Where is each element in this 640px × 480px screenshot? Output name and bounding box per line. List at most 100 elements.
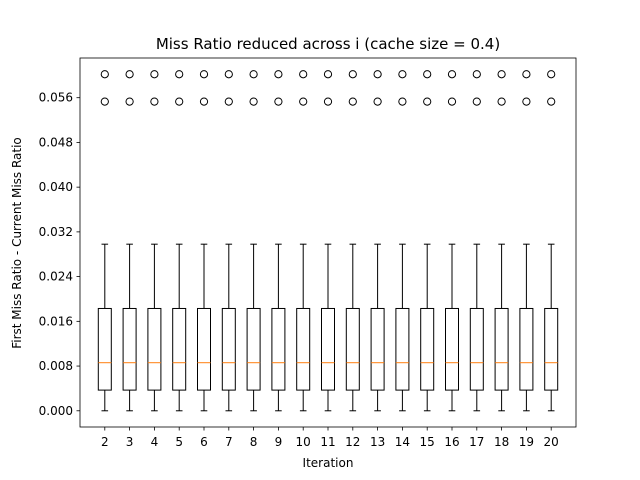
outlier-point <box>274 70 283 79</box>
x-tick-label: 9 <box>275 435 283 449</box>
box-iqr <box>544 307 559 391</box>
box-iqr <box>246 307 261 391</box>
x-tick-label: 3 <box>126 435 134 449</box>
outlier-point <box>150 97 159 106</box>
outlier-point <box>472 70 481 79</box>
x-tick-label: 19 <box>519 435 534 449</box>
x-tick-label: 12 <box>345 435 360 449</box>
outlier-point <box>423 70 432 79</box>
plot-area <box>79 57 577 428</box>
chart-title: Miss Ratio reduced across i (cache size … <box>156 35 500 53</box>
box-group <box>469 70 484 412</box>
box-group <box>246 70 261 412</box>
outlier-point <box>125 97 134 106</box>
x-tick-label: 11 <box>320 435 335 449</box>
box-group <box>519 70 534 412</box>
x-tick-label: 15 <box>420 435 435 449</box>
box-group <box>420 70 435 412</box>
box-group <box>321 70 335 412</box>
box-iqr <box>197 307 211 391</box>
outlier-point <box>224 97 233 106</box>
outlier-point <box>423 97 432 106</box>
box-iqr <box>494 307 509 391</box>
outlier-point <box>150 70 159 79</box>
outlier-point <box>447 97 457 106</box>
x-axis: 2 3 4 5 6 7 8 9 10 11 12 13 14 15 16 17 18 19 20 <box>101 427 559 449</box>
x-tick-label: 16 <box>444 435 459 449</box>
outlier-point <box>299 97 308 106</box>
box-iqr <box>172 307 187 391</box>
box-group <box>97 70 112 412</box>
outlier-point <box>125 70 134 79</box>
box-iqr <box>321 307 335 391</box>
outlier-point <box>497 97 506 106</box>
outlier-point <box>547 70 556 79</box>
outlier-point <box>472 97 481 106</box>
box-iqr <box>370 307 385 391</box>
outlier-point <box>398 97 407 106</box>
outlier-point <box>100 97 109 106</box>
box-group <box>296 70 311 412</box>
y-axis-label: First Miss Ratio - Current Miss Ratio <box>10 137 24 349</box>
box-group <box>271 70 286 412</box>
outlier-point <box>323 70 333 79</box>
outlier-point <box>323 97 333 106</box>
y-tick-label: 0.048 <box>39 135 73 149</box>
outlier-point <box>522 97 531 106</box>
box-group <box>122 70 137 412</box>
outlier-point <box>249 97 258 106</box>
outlier-point <box>199 70 209 79</box>
outlier-point <box>274 97 283 106</box>
outlier-point <box>100 70 109 79</box>
x-tick-label: 17 <box>469 435 484 449</box>
outlier-point <box>373 97 382 106</box>
outlier-point <box>224 70 233 79</box>
outlier-point <box>175 70 184 79</box>
outlier-point <box>398 70 407 79</box>
outlier-point <box>299 70 308 79</box>
box-iqr <box>97 307 112 391</box>
y-tick-label: 0.016 <box>39 314 73 328</box>
x-tick-label: 5 <box>175 435 183 449</box>
box-group <box>544 70 559 412</box>
outlier-point <box>348 70 357 79</box>
outlier-point <box>547 97 556 106</box>
y-tick-label: 0.000 <box>39 404 73 418</box>
x-tick-label: 13 <box>370 435 385 449</box>
outlier-point <box>249 70 258 79</box>
box-iqr <box>445 307 459 391</box>
box-group <box>395 70 410 412</box>
box-group <box>445 70 459 412</box>
y-axis: 0.000 0.008 0.016 0.024 0.032 0.040 0.048 0.056 <box>39 91 80 418</box>
x-tick-label: 10 <box>296 435 311 449</box>
outlier-point <box>447 70 457 79</box>
x-tick-label: 7 <box>225 435 233 449</box>
box-group <box>172 70 187 412</box>
x-axis-label: Iteration <box>303 456 354 470</box>
outlier-point <box>522 70 531 79</box>
y-tick-label: 0.040 <box>39 180 73 194</box>
box-iqr <box>469 307 484 391</box>
outlier-point <box>348 97 357 106</box>
x-tick-label: 8 <box>250 435 258 449</box>
y-tick-label: 0.032 <box>39 225 73 239</box>
box-group <box>221 70 236 412</box>
box-iqr <box>296 307 311 391</box>
outlier-point <box>497 70 506 79</box>
box-group <box>197 70 211 412</box>
box-group <box>370 70 385 412</box>
box-iqr <box>345 307 360 391</box>
x-tick-label: 14 <box>395 435 410 449</box>
box-group <box>494 70 509 412</box>
box-group <box>147 70 162 412</box>
outlier-point <box>373 70 382 79</box>
x-tick-label: 4 <box>151 435 159 449</box>
box-iqr <box>221 307 236 391</box>
plot-frame <box>79 57 577 428</box>
box-iqr <box>420 307 435 391</box>
x-tick-label: 18 <box>494 435 509 449</box>
outlier-point <box>175 97 184 106</box>
x-tick-label: 2 <box>101 435 109 449</box>
x-tick-label: 20 <box>544 435 559 449</box>
